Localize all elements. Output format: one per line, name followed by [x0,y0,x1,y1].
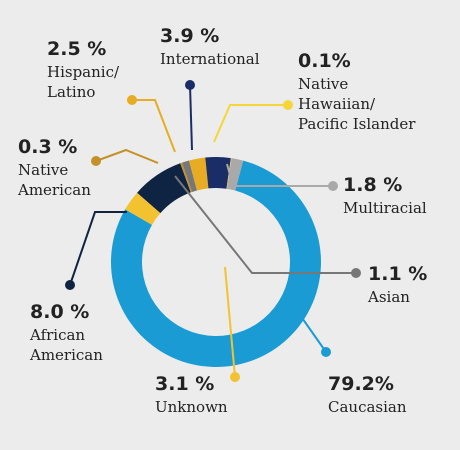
slice-caucasian [110,160,321,367]
category-label-unknown: Unknown [155,398,228,416]
category-label-caucasian: Caucasian [328,398,407,416]
value-label-hispanic-latino: 2.5 % [47,38,106,60]
value-label-native-hawaiian-pacific-islander: 0.1% [298,50,351,72]
category-label-hispanic-latino: Latino [47,83,95,101]
leader-dot-african-american [65,280,75,290]
category-label-african-american: American [29,346,103,364]
value-label-international: 3.9 % [160,25,219,47]
leader-line-african-american [69,211,127,286]
leader-line-caucasian [299,314,327,353]
slice-african-american [137,163,191,214]
category-label-asian: Asian [367,288,410,306]
value-label-native-american: 0.3 % [18,136,77,158]
slice-asian [182,160,197,192]
category-label-native-hawaiian-pacific-islander: Pacific Islander [298,115,416,133]
leader-line-multiracial [226,163,333,187]
leader-line-unknown [224,266,236,378]
category-label-native-hawaiian-pacific-islander: Hawaiian/ [298,95,376,113]
leader-dot-asian [351,268,361,278]
leader-dot-international [185,80,195,90]
leader-line-asian [174,175,356,274]
leader-line-native-hawaiian-pacific-islander [213,104,288,143]
leader-lines [65,80,361,382]
value-label-asian: 1.1 % [368,263,427,285]
leader-dot-native-american [91,156,101,166]
leader-line-hispanic-latino [132,99,176,153]
slice-native-american [180,162,193,193]
value-label-african-american: 8.0 % [30,301,89,323]
category-label-native-american: Native [18,161,68,179]
leader-dot-unknown [230,372,240,382]
leader-dot-native-hawaiian-pacific-islander [283,100,293,110]
donut-slices [110,157,321,367]
leader-line-international [189,84,193,151]
category-label-african-american: African [29,326,85,344]
value-label-unknown: 3.1 % [155,373,214,395]
leader-dot-caucasian [321,347,331,357]
slice-international [205,157,231,189]
category-label-native-american: American [17,181,91,199]
category-label-hispanic-latino: Hispanic/ [47,63,120,81]
value-label-caucasian: 79.2% [328,373,394,395]
slice-unknown [125,192,161,225]
category-label-native-hawaiian-pacific-islander: Native [298,75,348,93]
category-label-multiracial: Multiracial [343,199,427,217]
slice-hispanic-latino [189,157,209,191]
data-labels: 79.2% Caucasian 3.1 % Unknown 8.0 % African Am… [17,25,427,416]
value-label-multiracial: 1.8 % [343,174,402,196]
leader-dot-multiracial [328,181,338,191]
leader-line-native-american [95,148,159,164]
category-label-international: International [160,50,260,68]
leader-dot-hispanic-latino [127,95,137,105]
